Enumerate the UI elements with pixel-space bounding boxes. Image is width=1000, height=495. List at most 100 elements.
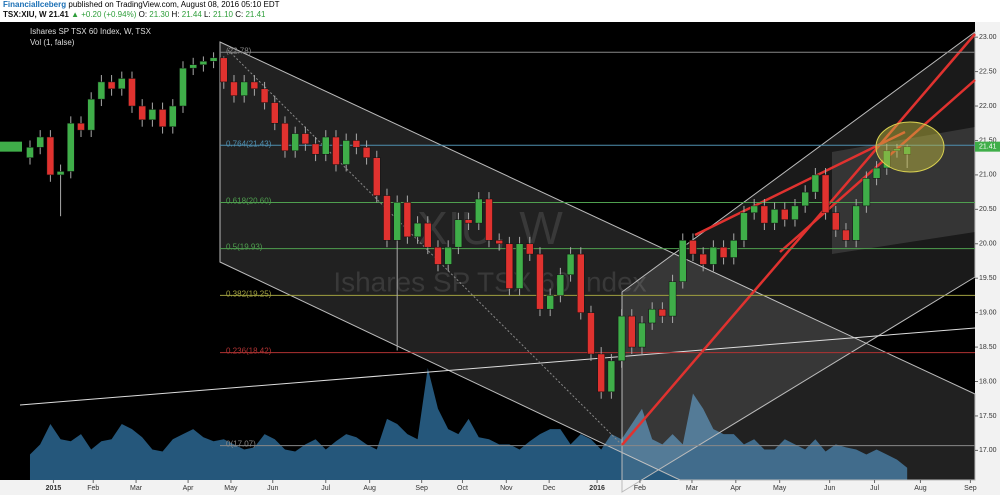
candle-body xyxy=(658,308,667,317)
candle-body xyxy=(36,136,44,148)
ohlc-value: 21.10 xyxy=(212,10,233,19)
candle-body xyxy=(607,360,616,393)
candle-body xyxy=(852,205,860,241)
y-tick-label: 17.00 xyxy=(979,447,997,454)
candle-body xyxy=(811,174,820,193)
candle-body xyxy=(719,246,728,258)
candle-body xyxy=(648,308,656,324)
axes-layer: 17.00 17.50 18.00 18.50 19.00 19.50 20.00 20.50… xyxy=(0,34,1000,492)
ohlc-h: H: 21.44 xyxy=(172,10,202,19)
candle-body xyxy=(393,202,401,241)
candle-body xyxy=(577,253,585,313)
candle-body xyxy=(597,353,605,393)
candle-body xyxy=(638,322,646,348)
candle-body xyxy=(842,229,850,241)
price-axis-bg xyxy=(975,22,1000,480)
y-tick-label: 22.50 xyxy=(979,68,997,75)
fib-label: 0.236(18.42) xyxy=(226,347,272,356)
candle-body xyxy=(475,198,483,224)
candle-body xyxy=(240,81,248,96)
last: 21.41 xyxy=(48,10,69,19)
candle-body xyxy=(158,109,167,127)
candle-body xyxy=(169,105,177,127)
candle-body xyxy=(260,88,269,103)
x-tick-label: 2016 xyxy=(589,485,605,492)
candle-body xyxy=(199,61,208,65)
fib-label: (22.78) xyxy=(226,46,252,55)
y-tick-label: 17.50 xyxy=(979,413,997,420)
candle-body xyxy=(250,81,259,90)
x-tick-label: Apr xyxy=(183,485,195,492)
candle-layer xyxy=(26,52,911,399)
ohlc-value: 21.44 xyxy=(181,10,202,19)
last-price-label: 21.41 xyxy=(979,144,997,151)
candle-body xyxy=(97,81,106,100)
x-tick-label: Mar xyxy=(686,485,699,492)
candle-body xyxy=(179,67,187,107)
candle-body xyxy=(87,98,95,131)
candle-body xyxy=(220,57,228,83)
y-tick-label: 18.50 xyxy=(979,344,997,351)
candle-body xyxy=(781,209,789,220)
candle-body xyxy=(515,243,524,289)
candle-body xyxy=(770,209,779,224)
watermark-name: Ishares SP TSX 60 Index xyxy=(333,266,646,297)
candle-body xyxy=(342,140,350,165)
chart: XIU, W Ishares SP TSX 60 Index (22.78)0.… xyxy=(0,22,1000,495)
candle-body xyxy=(872,167,881,179)
x-tick-label: Sep xyxy=(964,485,977,492)
red-trend xyxy=(779,79,976,253)
fib-layer: (22.78) 0.764(21.43) 0.618(20.60) 0.5(19.93… xyxy=(220,46,975,449)
change: ▲ +0.20 (+0.94%) xyxy=(71,10,137,19)
candle-body xyxy=(301,133,310,145)
ohlc-label: O: xyxy=(138,10,148,19)
candle-body xyxy=(118,78,126,90)
fib-trend xyxy=(227,49,623,446)
candle-body xyxy=(832,212,840,231)
candle-body xyxy=(209,57,218,62)
time-axis-bg xyxy=(0,480,1000,495)
legend-vol: Vol (1, false) xyxy=(30,38,75,47)
candle-body xyxy=(464,219,473,224)
red-trend xyxy=(694,130,906,237)
candle-body xyxy=(485,198,493,241)
candle-body xyxy=(332,136,340,165)
candle-body xyxy=(107,81,116,90)
candle-body xyxy=(760,205,769,224)
candle-body xyxy=(505,243,514,289)
x-tick-label: 2015 xyxy=(46,485,62,492)
candle-body xyxy=(740,212,748,241)
candle-body xyxy=(311,143,320,155)
candle-body xyxy=(883,150,891,169)
candle-body xyxy=(556,274,565,296)
legend-main: Ishares SP TSX 60 Index, W, TSX xyxy=(30,27,152,36)
red-trend xyxy=(621,33,976,446)
x-tick-label: Jul xyxy=(870,485,879,492)
fib-label: 0.618(20.60) xyxy=(226,197,272,206)
plot-bg xyxy=(0,22,975,480)
candle-body xyxy=(362,147,371,158)
candle-body xyxy=(801,191,809,207)
candle-body xyxy=(699,253,707,265)
x-tick-label: Aug xyxy=(914,485,927,492)
author[interactable]: FinancialIceberg xyxy=(3,0,67,9)
candle-body xyxy=(67,122,75,172)
publish-line: FinancialIceberg published on TradingVie… xyxy=(3,0,1000,10)
candle-body xyxy=(352,140,361,148)
y-tick-label: 22.00 xyxy=(979,103,997,110)
candle-body xyxy=(587,312,595,355)
candle-body xyxy=(750,205,758,214)
y-tick-label: 20.50 xyxy=(979,206,997,213)
fib-label: 0(17.07) xyxy=(226,440,256,449)
candle-body xyxy=(903,146,911,155)
candle-body xyxy=(862,178,871,207)
ohlc-value: 21.41 xyxy=(245,10,266,19)
published: published on TradingView.com, August 08,… xyxy=(68,0,280,9)
candle-body xyxy=(689,240,697,255)
y-tick-label: 21.00 xyxy=(979,172,997,179)
x-tick-label: Oct xyxy=(457,485,468,492)
ohlc-label: L: xyxy=(204,10,211,19)
candle-body xyxy=(46,136,55,176)
candle-body xyxy=(709,246,718,265)
quote-line: TSX:XIU, W 21.41 ▲ +0.20 (+0.94%) O: 21.… xyxy=(3,10,1000,20)
